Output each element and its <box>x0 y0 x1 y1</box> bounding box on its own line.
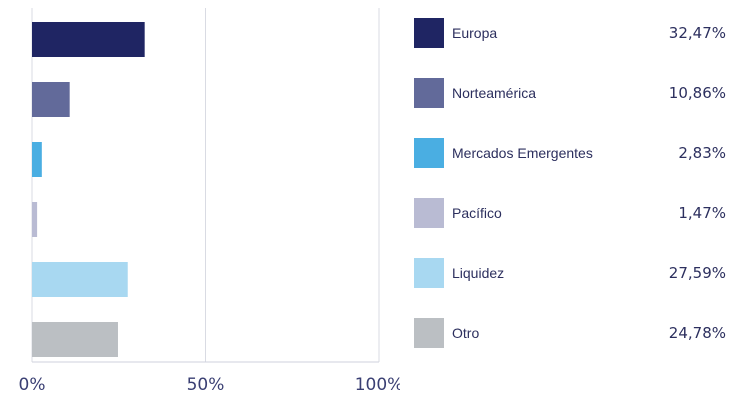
legend-swatch <box>414 18 444 48</box>
legend-value: 1,47% <box>678 204 726 222</box>
bar-chart: 0% 50% 100% <box>19 8 400 395</box>
legend-label: Pacífico <box>452 205 502 221</box>
legend-swatch <box>414 258 444 288</box>
bars <box>32 22 145 357</box>
legend-label: Norteamérica <box>452 85 537 101</box>
legend-swatch <box>414 318 444 348</box>
legend-swatch <box>414 138 444 168</box>
legend-value: 32,47% <box>668 24 726 42</box>
legend-swatch <box>414 78 444 108</box>
legend-swatch <box>414 198 444 228</box>
grid-lines <box>31 8 380 362</box>
legend: Europa 32,47% Norteamérica 10,86% Mercados E… <box>414 18 726 378</box>
legend-value: 10,86% <box>668 84 726 102</box>
legend-item: Otro 24,78% <box>414 318 726 378</box>
bar-1 <box>32 82 70 117</box>
x-axis-ticks: 0% 50% 100% <box>19 375 400 395</box>
bar-2 <box>32 142 42 177</box>
legend-label: Mercados Emergentes <box>452 145 593 161</box>
legend-item: Pacífico 1,47% <box>414 198 726 258</box>
legend-label: Otro <box>452 325 480 341</box>
legend-item: Mercados Emergentes 2,83% <box>414 138 726 198</box>
x-tick-label-2: 100% <box>355 375 400 395</box>
bar-4 <box>32 262 128 297</box>
x-tick-label-0: 0% <box>19 375 46 395</box>
legend-label: Europa <box>452 25 498 41</box>
bar-0 <box>32 22 145 57</box>
legend-label: Liquidez <box>452 265 505 281</box>
legend-item: Europa 32,47% <box>414 18 726 78</box>
legend-item: Norteamérica 10,86% <box>414 78 726 138</box>
legend-value: 2,83% <box>678 144 726 162</box>
bar-5 <box>32 322 118 357</box>
x-tick-label-1: 50% <box>187 375 225 395</box>
legend-value: 27,59% <box>668 264 726 282</box>
legend-value: 24,78% <box>668 324 726 342</box>
legend-item: Liquidez 27,59% <box>414 258 726 318</box>
bar-3 <box>32 202 38 237</box>
